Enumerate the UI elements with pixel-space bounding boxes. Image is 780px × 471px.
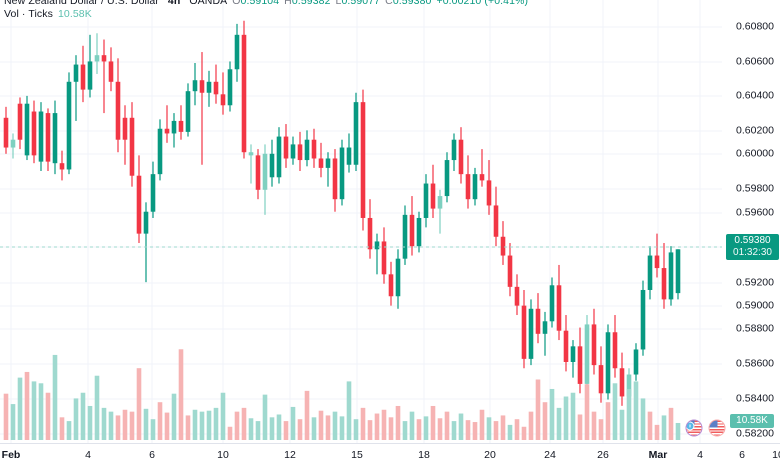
- price-axis-tick: 0.58400: [736, 392, 774, 405]
- time-axis-tick: Feb: [1, 449, 21, 461]
- price-axis-tick: 0.60800: [736, 20, 774, 33]
- time-axis-tick: 26: [597, 449, 609, 461]
- time-axis-tick: 20: [484, 449, 496, 461]
- time-axis-tick: 6: [739, 449, 745, 461]
- price-axis-tick: 0.60400: [736, 89, 774, 102]
- time-axis-tick: 6: [149, 449, 155, 461]
- time-axis-tick: 18: [418, 449, 430, 461]
- price-axis-tick: 0.58200: [736, 427, 774, 440]
- current-price-badge[interactable]: 0.59380 01:32:30: [726, 234, 779, 260]
- price-axis-tick: 0.58600: [736, 357, 774, 370]
- time-axis-tick: 10: [772, 449, 780, 461]
- time-axis-tick: Mar: [648, 449, 668, 461]
- time-scale[interactable]: Feb 4 6 10 12 15 18 20 24 26 Mar 4 6 10: [0, 443, 780, 471]
- time-axis-tick: 10: [217, 449, 229, 461]
- price-axis-tick: 0.60600: [736, 55, 774, 68]
- price-axis-tick: 0.60000: [736, 147, 774, 160]
- volume-value-badge[interactable]: 10.58K: [730, 414, 774, 428]
- price-axis-tick: 0.60200: [736, 124, 774, 137]
- price-axis-tick: 0.59000: [736, 299, 774, 312]
- time-axis-tick: 4: [697, 449, 703, 461]
- time-axis-tick: 15: [351, 449, 363, 461]
- price-axis-tick: 0.58800: [736, 322, 774, 335]
- time-axis-tick: 4: [85, 449, 91, 461]
- price-scale[interactable]: 0.60800 0.60600 0.60400 0.60200 0.60000 0.598…: [722, 0, 780, 443]
- price-axis-tick: 0.59800: [736, 182, 774, 195]
- price-axis-tick: 0.59600: [736, 206, 774, 219]
- time-axis-tick: 12: [284, 449, 296, 461]
- time-axis-tick: 24: [544, 449, 556, 461]
- price-axis-tick: 0.59200: [736, 276, 774, 289]
- candlestick-series: [0, 20, 722, 440]
- chart-pane[interactable]: [0, 0, 722, 443]
